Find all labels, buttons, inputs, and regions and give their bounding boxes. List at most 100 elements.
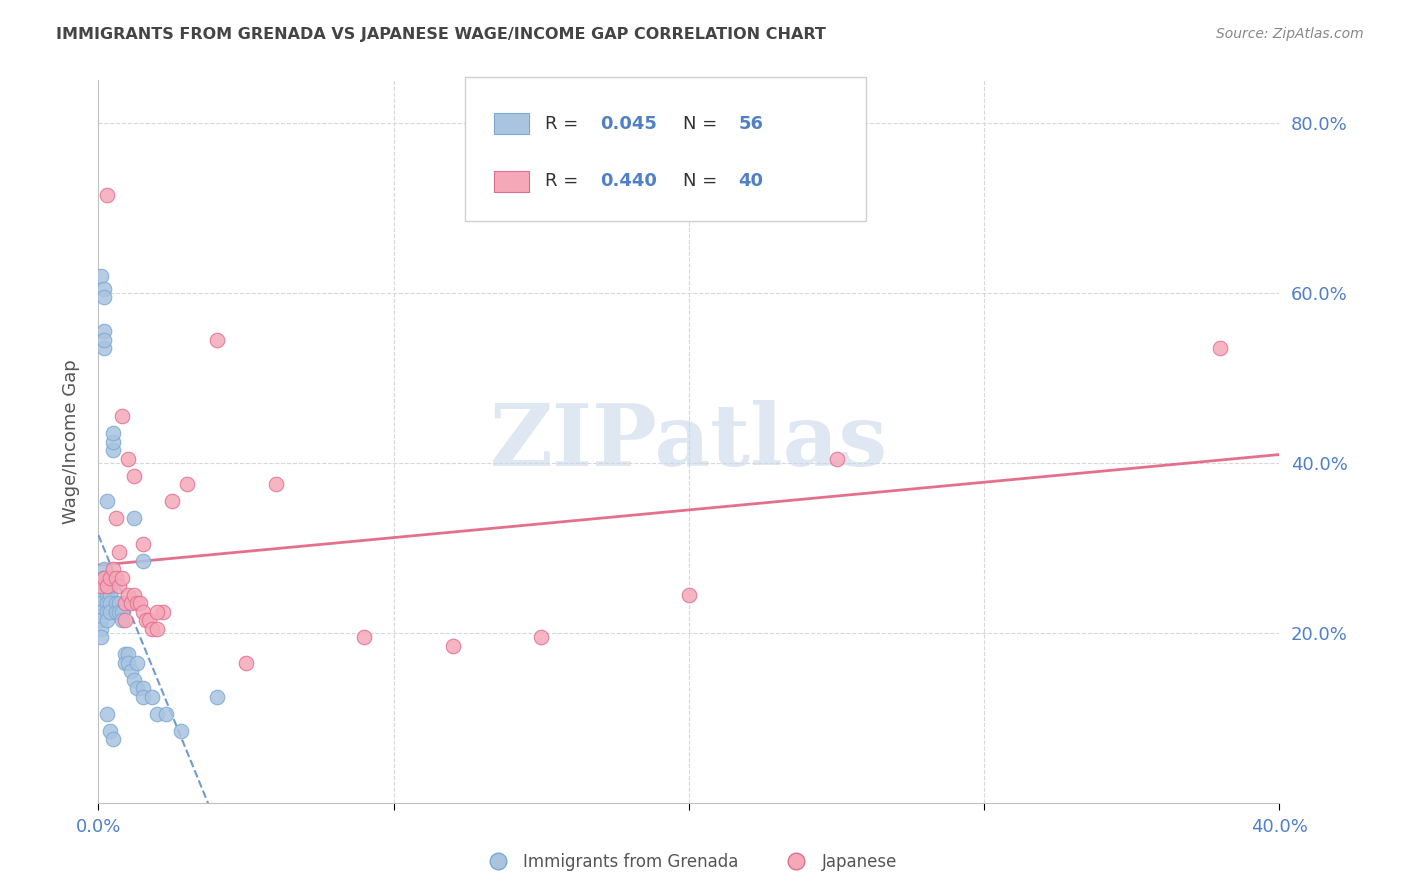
Point xyxy=(98,723,121,738)
Point xyxy=(96,706,118,721)
Point xyxy=(128,596,150,610)
Point xyxy=(90,268,112,283)
Point xyxy=(114,596,136,610)
Text: Source: ZipAtlas.com: Source: ZipAtlas.com xyxy=(1216,27,1364,41)
Point xyxy=(114,647,136,661)
Point xyxy=(90,622,112,636)
Point xyxy=(162,494,183,508)
Point xyxy=(90,570,112,584)
Point xyxy=(98,579,121,593)
Point xyxy=(141,622,163,636)
Point xyxy=(120,664,142,678)
Point xyxy=(90,579,112,593)
Point xyxy=(132,690,155,704)
Point xyxy=(353,630,375,644)
Point xyxy=(108,596,131,610)
Point xyxy=(103,434,125,449)
Y-axis label: Wage/Income Gap: Wage/Income Gap xyxy=(62,359,80,524)
Point xyxy=(264,477,287,491)
Point xyxy=(103,732,125,747)
Point xyxy=(205,690,228,704)
Point xyxy=(93,562,115,576)
Point xyxy=(96,579,118,593)
Point xyxy=(155,706,177,721)
Point xyxy=(108,545,131,559)
Point xyxy=(93,333,115,347)
Point xyxy=(105,570,128,584)
Point xyxy=(176,477,198,491)
Point xyxy=(90,579,112,593)
Point xyxy=(132,681,155,695)
Point xyxy=(135,613,157,627)
Text: 56: 56 xyxy=(738,115,763,133)
Point xyxy=(98,570,121,584)
Point xyxy=(205,333,228,347)
Point xyxy=(96,188,118,202)
Point xyxy=(98,605,121,619)
Point xyxy=(96,613,118,627)
Point xyxy=(125,681,148,695)
Point xyxy=(105,511,128,525)
Point xyxy=(105,605,128,619)
Point xyxy=(108,579,131,593)
FancyBboxPatch shape xyxy=(494,112,530,135)
Legend: Immigrants from Grenada, Japanese: Immigrants from Grenada, Japanese xyxy=(474,847,904,878)
Point xyxy=(93,341,115,355)
Point xyxy=(98,596,121,610)
Point xyxy=(120,596,142,610)
Point xyxy=(103,562,125,576)
Point xyxy=(146,706,169,721)
Point xyxy=(146,622,169,636)
Point xyxy=(170,723,193,738)
Point xyxy=(117,451,139,466)
Point xyxy=(111,613,134,627)
Point xyxy=(103,425,125,440)
Point xyxy=(114,613,136,627)
Point xyxy=(108,605,131,619)
Point xyxy=(132,605,155,619)
Text: IMMIGRANTS FROM GRENADA VS JAPANESE WAGE/INCOME GAP CORRELATION CHART: IMMIGRANTS FROM GRENADA VS JAPANESE WAGE… xyxy=(56,27,827,42)
Point xyxy=(117,647,139,661)
Point xyxy=(114,656,136,670)
Point xyxy=(103,443,125,458)
Point xyxy=(117,656,139,670)
Point xyxy=(96,605,118,619)
Point xyxy=(678,588,700,602)
Point xyxy=(96,579,118,593)
Text: 40: 40 xyxy=(738,172,763,190)
Point xyxy=(93,290,115,304)
Point xyxy=(90,596,112,610)
Point xyxy=(132,536,155,550)
Point xyxy=(111,570,134,584)
Point xyxy=(93,570,115,584)
Point xyxy=(122,511,145,525)
Point xyxy=(117,588,139,602)
Point xyxy=(96,494,118,508)
Text: 0.440: 0.440 xyxy=(600,172,657,190)
Point xyxy=(90,630,112,644)
Point xyxy=(93,324,115,338)
FancyBboxPatch shape xyxy=(464,77,866,221)
Point xyxy=(138,613,160,627)
Point xyxy=(1209,341,1232,355)
Point xyxy=(152,605,174,619)
Point xyxy=(441,639,464,653)
Point xyxy=(111,409,134,423)
Point xyxy=(93,281,115,295)
Point xyxy=(125,596,148,610)
Point xyxy=(235,656,257,670)
Point xyxy=(122,468,145,483)
Text: 0.045: 0.045 xyxy=(600,115,657,133)
Point xyxy=(96,596,118,610)
Point xyxy=(105,596,128,610)
Point xyxy=(90,605,112,619)
Text: R =: R = xyxy=(546,172,583,190)
Point xyxy=(90,588,112,602)
Point xyxy=(141,690,163,704)
Point xyxy=(825,451,848,466)
Text: N =: N = xyxy=(683,115,723,133)
Text: N =: N = xyxy=(683,172,723,190)
Point xyxy=(132,553,155,567)
Point xyxy=(111,605,134,619)
Point xyxy=(530,630,553,644)
